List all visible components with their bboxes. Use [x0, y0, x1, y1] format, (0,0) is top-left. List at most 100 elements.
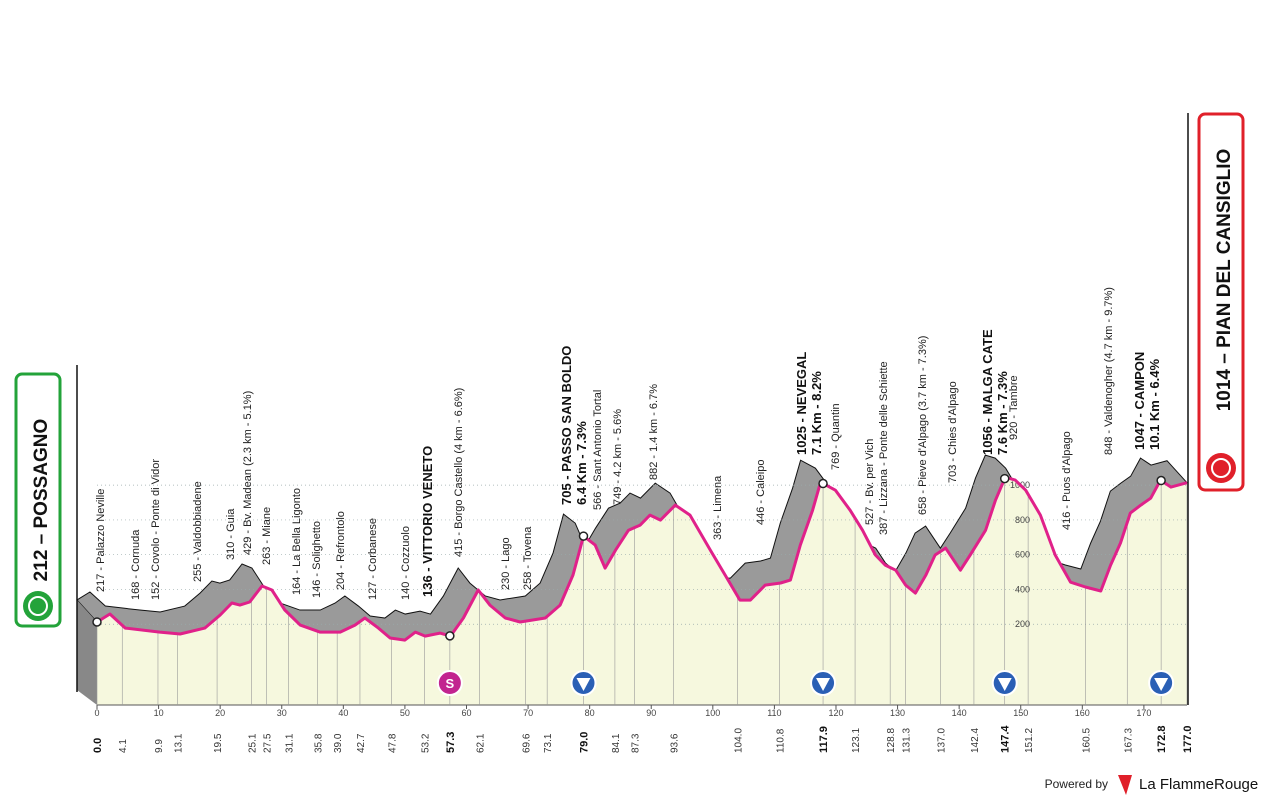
km-label: 27.5 — [262, 733, 273, 753]
waypoint-label: 446 - Caleipo — [755, 460, 767, 525]
waypoint-label: 527 - Bv. per Vich — [864, 439, 876, 525]
x-tick-label: 150 — [1013, 708, 1028, 718]
km-label: 131.3 — [902, 728, 913, 753]
km-label: 19.5 — [213, 733, 224, 753]
waypoint-detail: 10.1 Km - 6.4% — [1147, 359, 1162, 450]
x-tick-label: 70 — [523, 708, 533, 718]
km-label: 128.8 — [886, 728, 897, 753]
waypoint-label: 1025 - NEVEGAL — [794, 352, 809, 455]
km-label: 137.0 — [937, 728, 948, 753]
waypoint-label: 168 - Cornuda — [130, 529, 142, 600]
km-label: 142.4 — [970, 728, 981, 753]
km-label: 42.7 — [356, 733, 367, 753]
powered-by: Powered by — [1045, 777, 1108, 791]
waypoint-label: 415 - Borgo Castello (4 km - 6.6%) — [453, 388, 465, 557]
waypoint-label: 387 - Lizzana - Ponte delle Schiette — [878, 361, 890, 535]
waypoint-label: 566 - Sant Antonio Tortal — [592, 390, 604, 510]
waypoint-label: 705 - PASSO SAN BOLDO — [559, 346, 574, 505]
km-label: 93.6 — [669, 733, 680, 753]
waypoint-label: 416 - Puos d'Alpago — [1061, 431, 1073, 530]
waypoint-label: 882 - 1.4 km - 6.7% — [648, 384, 660, 480]
km-label: 151.2 — [1024, 728, 1035, 753]
finish-icon-mark — [1211, 458, 1231, 478]
kom-dot — [578, 531, 589, 541]
profile-left — [77, 599, 97, 705]
finish-icon — [1206, 453, 1236, 483]
kom-dot — [999, 473, 1010, 484]
x-tick-label: 110 — [767, 708, 781, 718]
kom-icon-mark — [997, 678, 1012, 691]
km-label: 172.8 — [1156, 725, 1168, 753]
x-tick-label: 170 — [1136, 708, 1151, 718]
km-label: 123.1 — [851, 728, 862, 753]
start-dot — [92, 617, 102, 627]
waypoint-label: 152 - Covolo - Ponte di Vidor — [150, 459, 162, 600]
kom-dot — [1156, 475, 1166, 486]
waypoint-label: 230 - Lago — [500, 537, 512, 590]
km-label: 117.9 — [818, 726, 830, 753]
waypoint-label: 204 - Refrontolo — [335, 511, 347, 590]
km-label: 47.8 — [387, 733, 398, 753]
km-label: 4.1 — [118, 739, 129, 753]
finish-box — [1197, 112, 1245, 492]
waypoint-label: 658 - Pieve d'Alpago (3.7 km - 7.3%) — [917, 336, 929, 515]
waypoint-label: 217 - Palazzo Neville — [95, 489, 107, 592]
kom-icon-mark — [576, 678, 591, 691]
start-label: 212 – POSSAGNO — [31, 419, 52, 582]
start-box — [14, 372, 62, 628]
brand: La FlammeRouge — [1139, 776, 1258, 793]
waypoint-label: 258 - Tovena — [522, 526, 534, 590]
kom-icon-mark — [816, 678, 831, 691]
km-label: 160.5 — [1081, 728, 1092, 753]
waypoint-label: 920 - Tambre — [1008, 375, 1020, 440]
waypoint-detail: 7.1 Km - 8.2% — [809, 371, 824, 455]
km-label: 84.1 — [611, 733, 622, 753]
kom-dot — [818, 478, 828, 489]
km-label: 53.2 — [421, 733, 432, 753]
x-tick-label: 130 — [890, 708, 905, 718]
y-tick-label: 200 — [1015, 619, 1030, 629]
waypoint-label: 848 - Valdenogher (4.7 km - 9.7%) — [1103, 287, 1115, 455]
waypoint-label: 310 - Guia — [225, 508, 237, 560]
x-tick-label: 100 — [705, 708, 720, 718]
km-label: 39.0 — [333, 733, 344, 753]
waypoint-label: 140 - Cozzuolo — [400, 526, 412, 600]
x-tick-label: 40 — [338, 708, 348, 718]
waypoint-label: 127 - Corbanese — [367, 518, 379, 600]
x-tick-label: 10 — [154, 708, 164, 718]
waypoint-label: 769 - Quantin — [830, 403, 842, 470]
km-label: 73.1 — [543, 733, 554, 753]
waypoint-label: 749 - 4.2 km - 5.6% — [612, 409, 624, 505]
finish-label: 1014 – PIAN DEL CANSIGLIO — [1214, 149, 1235, 412]
x-tick-label: 20 — [215, 708, 225, 718]
km-label: 9.9 — [154, 739, 165, 753]
waypoint-detail: 7.6 Km - 7.3% — [995, 371, 1010, 455]
km-label: 177.0 — [1182, 725, 1194, 753]
waypoint-label: 136 - VITTORIO VENETO — [420, 446, 435, 597]
start-icon-mark — [28, 596, 48, 616]
waypoint-label: 263 - Miane — [261, 507, 273, 565]
sprint-icon — [436, 670, 463, 696]
x-tick-label: 80 — [585, 708, 595, 718]
kom-icon-mark — [1154, 678, 1169, 691]
waypoint-label: 255 - Valdobbiadene — [192, 481, 204, 582]
km-label: 69.6 — [522, 733, 533, 753]
x-tick-label: 140 — [952, 708, 967, 718]
waypoint-label: 363 - Limena — [712, 475, 724, 540]
x-tick-label: 60 — [461, 708, 471, 718]
km-label: 79.0 — [578, 732, 590, 753]
waypoint-detail: 6.4 Km - 7.3% — [574, 421, 589, 505]
km-label: 25.1 — [248, 733, 259, 753]
km-label: 57.3 — [445, 732, 457, 753]
km-label: 13.1 — [174, 733, 185, 753]
x-tick-label: 30 — [277, 708, 287, 718]
sprint-dot — [445, 631, 455, 641]
x-tick-label: 120 — [828, 708, 843, 718]
km-label: 167.3 — [1123, 728, 1134, 753]
km-label: 62.1 — [475, 733, 486, 753]
profile-fill — [97, 477, 1187, 705]
waypoint-label: 164 - La Bella Ligonto — [291, 488, 303, 595]
y-tick-label: 600 — [1015, 550, 1030, 560]
